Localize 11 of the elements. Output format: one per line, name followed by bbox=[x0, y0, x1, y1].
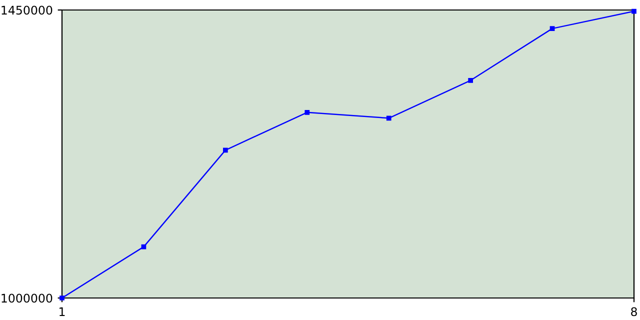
y-tick-label: 1450000 bbox=[2, 6, 52, 15]
x-tick-label: 1 bbox=[60, 307, 65, 316]
point bbox=[304, 110, 310, 115]
point bbox=[386, 116, 392, 121]
point bbox=[141, 244, 146, 250]
point bbox=[468, 78, 473, 83]
point bbox=[632, 8, 636, 14]
x-tick-label: 8 bbox=[631, 307, 637, 316]
point bbox=[223, 148, 228, 153]
y-tick-label: 1000000 bbox=[2, 294, 52, 303]
point bbox=[550, 26, 555, 31]
